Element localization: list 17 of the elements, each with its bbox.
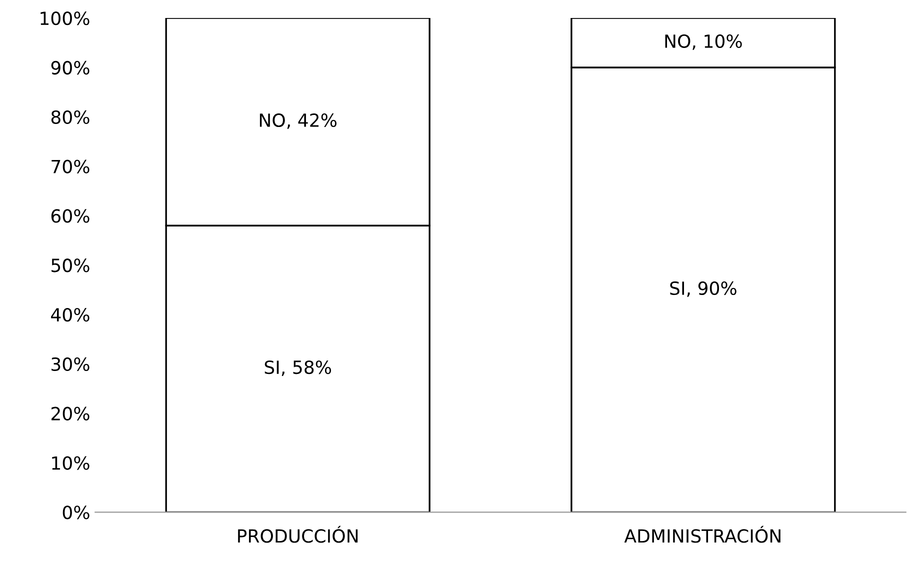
y-tick-label: 30% — [52, 357, 90, 372]
data-label: SI, 58% — [264, 360, 332, 376]
x-tick-label: PRODUCCIÓN — [238, 526, 358, 543]
y-tick-label: 60% — [51, 209, 90, 223]
y-tick-label: 50% — [52, 258, 90, 272]
y-tick-label: 40% — [51, 308, 90, 322]
y-tick-label: 10% — [52, 456, 90, 470]
x-tick-label: ADMINISTRACIÓN — [624, 526, 780, 543]
data-label: NO, 10% — [665, 34, 742, 50]
data-label: SI, 90% — [670, 281, 736, 297]
y-tick-label: 90% — [51, 60, 90, 75]
y-tick-label: 70% — [52, 160, 90, 174]
data-label: NO, 42% — [260, 113, 336, 129]
y-tick-label: 100% — [40, 12, 90, 26]
y-tick-label: 80% — [51, 110, 90, 124]
y-tick-label: 0% — [62, 506, 90, 520]
y-tick-label: 20% — [51, 406, 90, 420]
